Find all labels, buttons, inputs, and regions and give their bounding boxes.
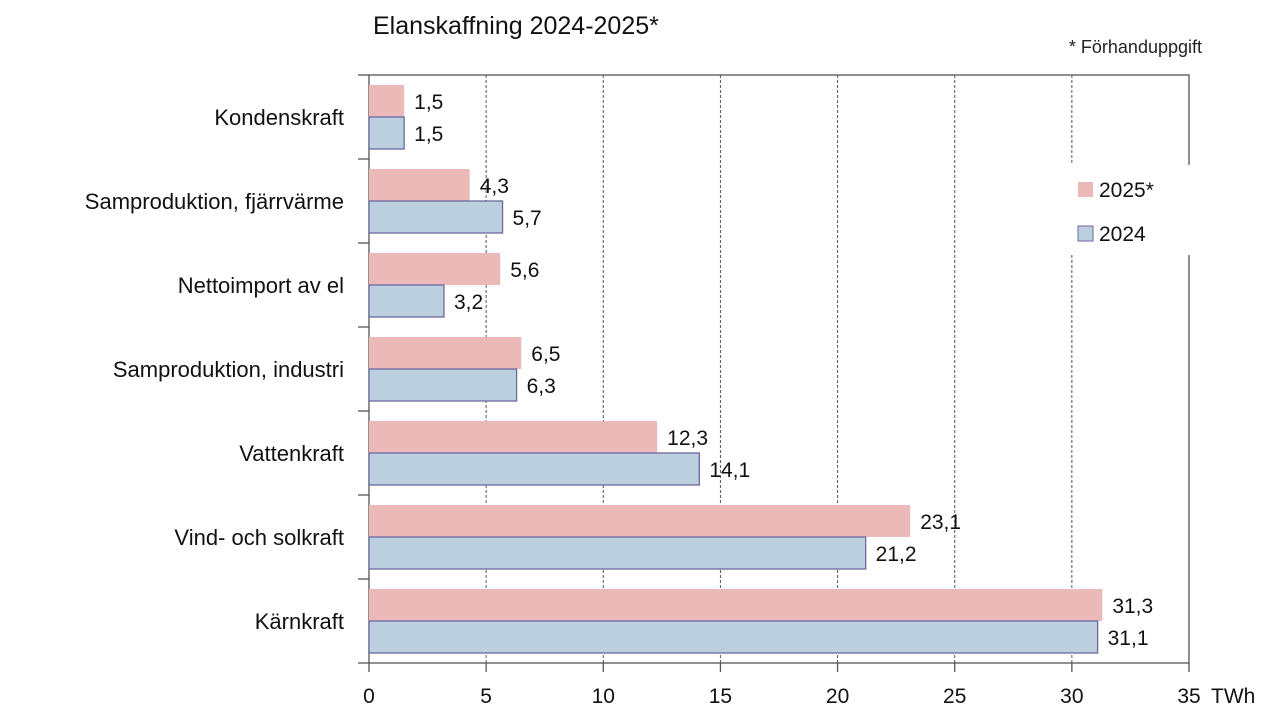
legend-swatch <box>1077 225 1094 242</box>
x-tick-label: 0 <box>363 685 375 708</box>
category-label: Kärnkraft <box>255 609 344 634</box>
data-label: 1,5 <box>414 123 443 146</box>
bar-series-a <box>369 421 658 453</box>
x-axis-unit: TWh <box>1211 685 1255 708</box>
category-label: Vattenkraft <box>239 441 344 466</box>
legend: 2025* 2024 <box>1071 165 1195 255</box>
data-label: 5,6 <box>510 259 539 282</box>
legend-label: 2025* <box>1099 179 1154 202</box>
category-labels: Kondenskraft Samproduktion, fjärrvärme Net… <box>85 105 344 634</box>
x-axis-ticks: 0 5 10 15 20 25 30 35 <box>358 74 1201 708</box>
x-tick-label: 15 <box>709 685 732 708</box>
data-label: 12,3 <box>667 427 708 450</box>
category-label: Vind- och solkraft <box>174 525 344 550</box>
data-label: 6,3 <box>527 375 556 398</box>
bar-series-b <box>368 368 518 402</box>
grid-lines <box>485 75 1073 663</box>
x-tick-label: 10 <box>592 685 615 708</box>
x-tick-label: 20 <box>826 685 849 708</box>
bar-series-b <box>368 284 445 318</box>
data-label: 1,5 <box>414 91 443 114</box>
data-label: 3,2 <box>454 291 483 314</box>
x-tick-label: 35 <box>1177 685 1200 708</box>
data-label: 4,3 <box>480 175 509 198</box>
chart-title: Elanskaffning 2024-2025* <box>373 12 659 40</box>
category-label: Nettoimport av el <box>178 273 344 298</box>
legend-label: 2024 <box>1099 223 1146 246</box>
bar-series-b <box>368 200 504 234</box>
data-label: 21,2 <box>876 543 917 566</box>
bar-series-b <box>368 116 405 150</box>
bars-group: 1,5 1,5 4,35,7 5,6 3,2 6,5 6,3 12,314,1 23,121,2… <box>368 85 1153 654</box>
category-label: Kondenskraft <box>214 105 344 130</box>
x-tick-label: 25 <box>943 685 966 708</box>
x-tick-label: 5 <box>480 685 492 708</box>
data-label: 31,1 <box>1108 627 1149 650</box>
legend-swatch <box>1078 182 1093 197</box>
data-label: 14,1 <box>709 459 750 482</box>
data-label: 23,1 <box>920 511 961 534</box>
bar-series-a <box>369 337 522 369</box>
bar-series-a <box>369 589 1103 621</box>
data-label: 6,5 <box>531 343 560 366</box>
bar-series-b <box>368 452 700 486</box>
bar-series-b <box>368 536 867 570</box>
x-tick-label: 30 <box>1060 685 1083 708</box>
data-label: 31,3 <box>1112 595 1153 618</box>
bar-series-b <box>368 620 1099 654</box>
category-label: Samproduktion, industri <box>113 357 344 382</box>
bar-series-a <box>369 253 501 285</box>
bar-series-a <box>369 169 470 201</box>
category-label: Samproduktion, fjärrvärme <box>85 189 344 214</box>
data-label: 5,7 <box>513 207 542 230</box>
bar-series-a <box>369 85 405 117</box>
bar-series-a <box>369 505 911 537</box>
chart-note: * Förhanduppgift <box>1069 37 1202 57</box>
